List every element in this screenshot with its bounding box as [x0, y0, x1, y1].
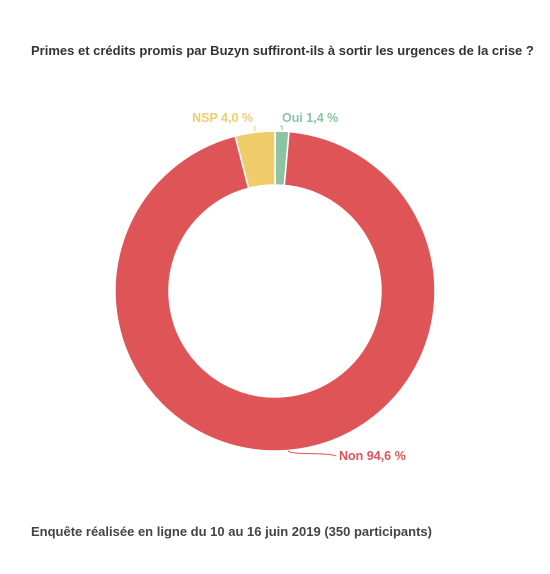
slice-non: [114, 130, 436, 452]
label-oui: Oui 1,4 %: [282, 111, 338, 125]
leader-non: [287, 449, 337, 457]
leader-oui: [279, 125, 283, 131]
label-non: Non 94,6 %: [339, 449, 406, 463]
label-nsp: NSP 4,0 %: [192, 111, 253, 125]
slice-nsp: [234, 130, 276, 190]
chart-footer: Enquête réalisée en ligne du 10 au 16 ju…: [31, 524, 432, 539]
donut-slices: [114, 130, 436, 452]
slice-labels: Oui 1,4 % Non 94,6 % NSP 4,0 %: [192, 111, 406, 463]
chart-title: Primes et crédits promis par Buzyn suffi…: [31, 43, 534, 58]
label-leaders: [254, 125, 337, 457]
